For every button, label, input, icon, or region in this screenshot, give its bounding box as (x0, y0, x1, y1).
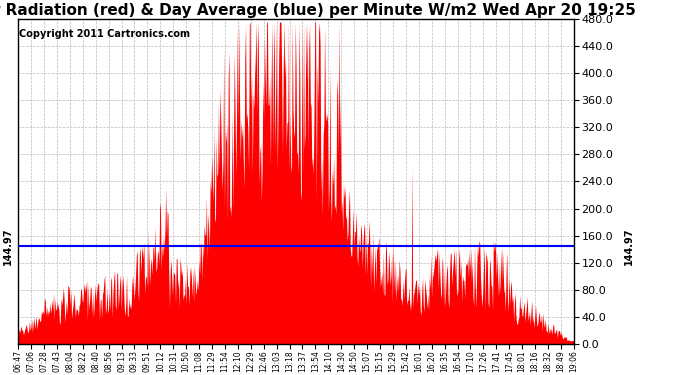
Text: 144.97: 144.97 (624, 227, 634, 264)
Text: 144.97: 144.97 (3, 227, 12, 264)
Title: Solar Radiation (red) & Day Average (blue) per Minute W/m2 Wed Apr 20 19:25: Solar Radiation (red) & Day Average (blu… (0, 3, 636, 18)
Text: Copyright 2011 Cartronics.com: Copyright 2011 Cartronics.com (19, 29, 190, 39)
